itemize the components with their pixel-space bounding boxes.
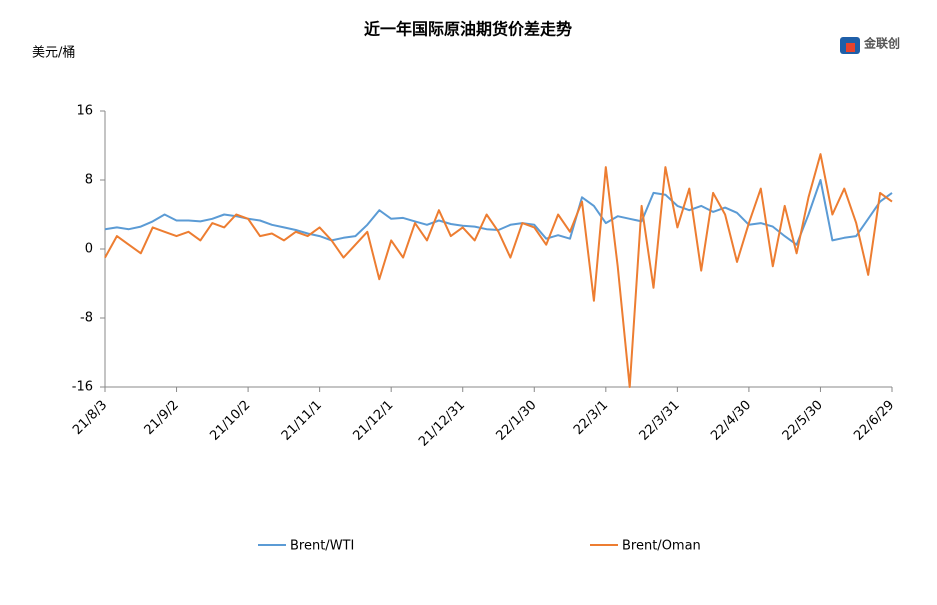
x-tick-label: 21/11/1	[279, 398, 325, 444]
x-tick-label: 21/12/31	[416, 398, 468, 450]
series-line	[104, 179, 893, 246]
logo-icon	[840, 37, 860, 54]
legend-label: Brent/Oman	[622, 539, 701, 554]
chart-title: 近一年国际原油期货价差走势	[364, 20, 572, 39]
y-tick-label: 0	[85, 242, 93, 257]
x-tick-label: 22/5/30	[780, 398, 826, 444]
y-axis-label: 美元/桶	[32, 46, 75, 61]
x-tick-label: 21/9/2	[142, 398, 182, 438]
x-tick-label: 21/8/3	[70, 398, 110, 438]
x-tick-label: 21/10/2	[207, 398, 253, 444]
legend-label: Brent/WTI	[290, 539, 354, 554]
y-tick-label: -8	[80, 311, 93, 326]
x-tick-label: 22/3/31	[637, 398, 683, 444]
x-tick-label: 22/3/1	[571, 398, 611, 438]
y-tick-label: 8	[85, 173, 93, 188]
x-tick-label: 22/6/29	[851, 398, 897, 444]
x-tick-label: 22/4/30	[708, 398, 754, 444]
x-tick-label: 21/12/1	[350, 398, 396, 444]
x-tick-label: 22/1/30	[494, 398, 540, 444]
series-line	[104, 153, 893, 388]
y-tick-label: 16	[76, 104, 93, 119]
y-tick-label: -16	[72, 380, 93, 395]
logo-text: 金联创	[863, 36, 900, 51]
